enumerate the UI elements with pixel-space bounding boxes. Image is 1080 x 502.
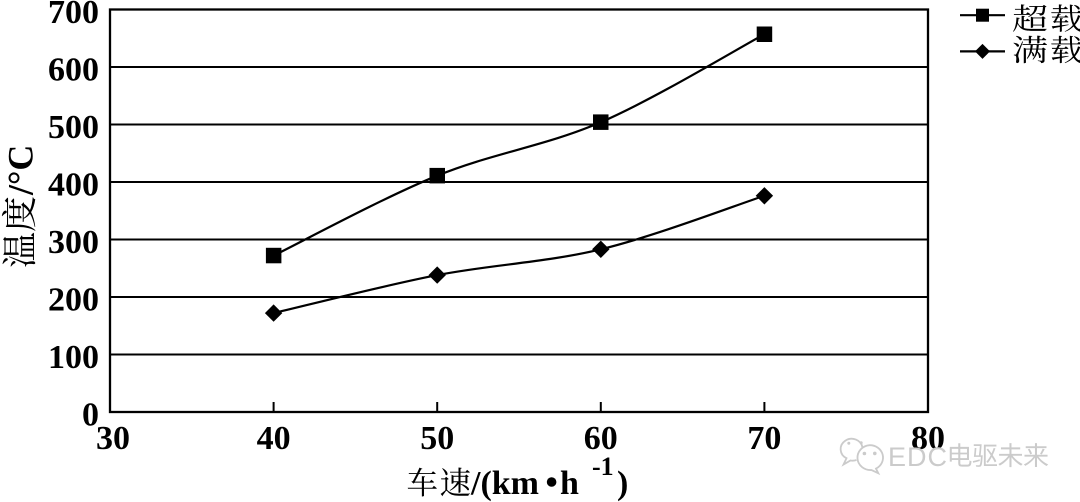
svg-text:/(km: /(km <box>470 465 539 502</box>
svg-text:70: 70 <box>747 420 781 457</box>
svg-text:): ) <box>617 465 628 502</box>
svg-text:60: 60 <box>584 420 618 457</box>
svg-text:100: 100 <box>48 339 99 376</box>
svg-text:700: 700 <box>48 0 99 31</box>
svg-text:0: 0 <box>82 397 99 434</box>
svg-text:80: 80 <box>911 420 945 457</box>
svg-text:30: 30 <box>96 420 130 457</box>
svg-text:50: 50 <box>420 420 454 457</box>
svg-text:40: 40 <box>257 420 291 457</box>
svg-text:500: 500 <box>48 109 99 146</box>
svg-text:EDC: EDC <box>888 442 948 472</box>
svg-text:h: h <box>560 465 579 502</box>
svg-text:200: 200 <box>48 282 99 319</box>
svg-text:-1: -1 <box>592 452 614 481</box>
svg-text:400: 400 <box>48 167 99 204</box>
svg-text:300: 300 <box>48 224 99 261</box>
svg-text:/°C: /°C <box>1 145 41 196</box>
svg-text:600: 600 <box>48 52 99 89</box>
